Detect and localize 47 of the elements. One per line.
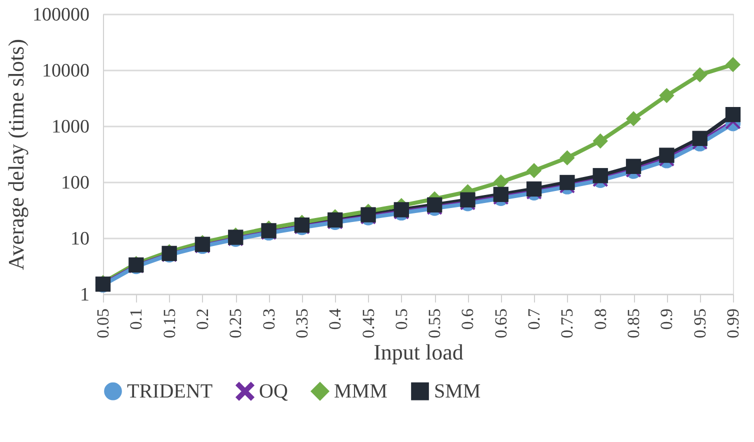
legend-label: TRIDENT [127,380,213,402]
point [592,133,608,149]
point [526,162,542,178]
x-tick-label: 0.1 [126,308,146,330]
x-tick-label: 0.3 [259,308,278,330]
x-tick-label: 0.99 [724,308,742,338]
y-tick-label: 1000 [52,116,90,138]
point [626,111,642,126]
x-tick-label: 0.45 [358,308,378,338]
y-tick-label: 10 [70,228,90,250]
x-tick-label: 0.95 [690,308,710,338]
y-axis-title: Average delay (time slots) [4,38,28,270]
point [592,168,608,184]
x-tick-label: 0.35 [292,308,312,338]
y-tick-label: 10000 [42,60,90,82]
x-tick-label: 0.7 [524,308,544,330]
x-tick-label: 0.65 [491,308,510,338]
point [725,106,741,122]
x-tick-label: 0.6 [458,308,478,330]
legend-label: MMM [334,380,388,402]
point [659,148,674,163]
x-tick-label: 0.8 [590,308,610,330]
point [560,174,575,190]
legend-label: SMM [434,380,481,402]
x-tick-label: 0.05 [94,308,112,338]
legend-label: OQ [259,380,288,402]
x-tick-label: 0.5 [392,308,411,330]
y-tick-label: 100 [61,172,90,194]
point [692,130,708,146]
y-tick-label: 1 [80,284,90,306]
x-tick-label: 0.55 [425,308,444,338]
x-tick-label: 0.2 [192,308,212,330]
point [526,181,542,197]
point [692,67,708,82]
y-tick-label: 100000 [32,4,90,26]
x-tick-label: 0.75 [558,308,577,338]
x-axis-title: Input load [374,339,464,364]
x-tick-label: 0.85 [624,308,644,338]
point [659,88,674,104]
x-tick-label: 0.15 [160,308,179,338]
point [626,158,642,174]
point [460,192,476,208]
x-tick-label: 0.9 [657,308,676,330]
point [560,150,575,166]
point [725,56,741,72]
x-tick-label: 0.4 [326,308,345,330]
x-tick-label: 0.25 [226,308,246,338]
